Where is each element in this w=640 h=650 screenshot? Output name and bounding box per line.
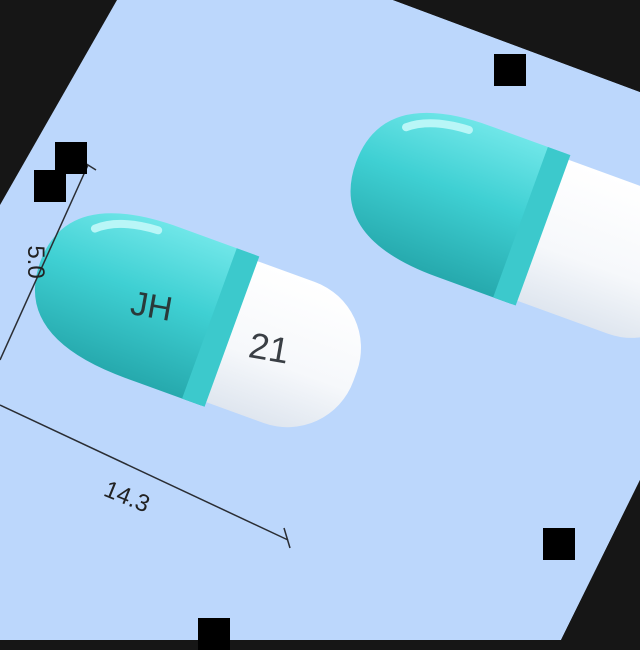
imprint-body-text: 21 xyxy=(246,324,293,371)
dark-corner-top-right xyxy=(393,0,640,92)
capsule-left: JH 21 xyxy=(34,213,361,428)
capsule-cap-highlight xyxy=(402,119,473,134)
height-label: 5.0 xyxy=(22,245,49,278)
capsule-cap-band xyxy=(182,248,260,407)
capsule-cap-highlight xyxy=(90,219,163,235)
redaction-box xyxy=(543,528,575,560)
redaction-box xyxy=(494,54,526,86)
redaction-box xyxy=(198,618,230,650)
capsule-right xyxy=(350,112,640,338)
dark-corner-left xyxy=(0,0,117,205)
redaction-box xyxy=(34,170,66,202)
imprint-cap-text: JH xyxy=(128,284,176,329)
dark-corner-bottom-right xyxy=(561,480,640,640)
redaction-box xyxy=(55,142,87,174)
capsule-cap-band xyxy=(493,146,571,306)
